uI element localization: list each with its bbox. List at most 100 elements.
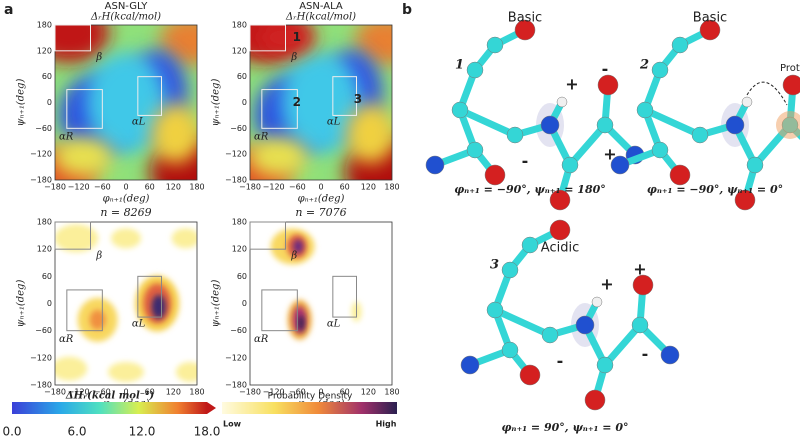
angle-label: φₙ₊₁ = −90°, ψₙ₊₁ = 0° xyxy=(647,183,783,196)
colorbar xyxy=(12,402,207,414)
y-tick-label: 180 xyxy=(37,21,52,30)
y-tick-label: −120 xyxy=(225,353,247,362)
x-tick-label: 180 xyxy=(384,183,399,192)
atom xyxy=(514,19,536,41)
density-blob xyxy=(298,315,305,332)
region-label: β xyxy=(95,250,102,261)
plot-frame xyxy=(54,24,198,181)
x-axis-label: φₙ₊₁(deg) xyxy=(103,194,150,205)
colorbar-arrow xyxy=(207,402,216,414)
colorbar-high: High xyxy=(376,420,397,429)
atom xyxy=(556,96,568,108)
molecule xyxy=(425,19,645,211)
x-tick-label: −60 xyxy=(289,183,306,192)
atom xyxy=(746,156,764,174)
y-tick-label: −60 xyxy=(35,124,52,133)
atom xyxy=(484,164,506,186)
y-tick-label: −180 xyxy=(225,176,247,185)
protection-arrow xyxy=(746,81,788,106)
y-tick-label: −120 xyxy=(30,150,52,159)
x-tick-label: 0 xyxy=(318,388,323,397)
panel-label: a xyxy=(4,2,13,18)
charge: - xyxy=(642,345,649,364)
region-label: αR xyxy=(254,131,269,142)
y-tick-label: 180 xyxy=(37,218,52,227)
atom xyxy=(669,164,691,186)
heatmap-blob xyxy=(150,103,197,164)
atom xyxy=(584,389,606,411)
x-tick-label: 60 xyxy=(145,183,155,192)
plot-fill xyxy=(250,222,392,385)
bond xyxy=(641,106,704,139)
condition-label: Acidic xyxy=(541,241,579,256)
y-tick-label: −60 xyxy=(230,326,247,335)
x-tick-label: −60 xyxy=(94,388,111,397)
atom xyxy=(699,19,721,41)
atom xyxy=(541,326,559,344)
atom xyxy=(540,115,560,135)
region-box xyxy=(66,89,103,129)
atom xyxy=(610,155,630,175)
panel-label: b xyxy=(402,2,412,18)
region-label: αR xyxy=(59,131,74,142)
structure-number: 1 xyxy=(455,58,464,73)
x-tick-label: −180 xyxy=(44,183,66,192)
heatmap-blob xyxy=(250,136,309,177)
charge: + xyxy=(600,275,613,294)
atom xyxy=(521,236,539,254)
atom xyxy=(486,301,504,319)
atom xyxy=(631,316,649,334)
y-tick-label: 120 xyxy=(37,46,52,55)
atom xyxy=(691,126,709,144)
y-tick-label: 60 xyxy=(237,72,247,81)
protection-label: Protection xyxy=(780,63,800,74)
atom xyxy=(596,116,614,134)
atom xyxy=(741,96,753,108)
atom xyxy=(591,296,603,308)
structure-number: 3 xyxy=(490,258,499,273)
region-box xyxy=(332,76,358,116)
charge: - xyxy=(602,60,609,79)
y-axis-label: ψₙ₊₁(deg) xyxy=(211,280,222,328)
x-tick-label: −180 xyxy=(239,388,261,397)
region-label: β xyxy=(290,250,297,261)
density-blob xyxy=(175,361,197,382)
atom xyxy=(651,61,669,79)
x-tick-label: 120 xyxy=(166,388,181,397)
plot-subtitle: ΔᵣH(kcal/mol) xyxy=(285,12,356,23)
structure-number: 2 xyxy=(639,58,649,73)
region-label: β xyxy=(95,52,102,63)
colorbar-tick-label: 18.0 xyxy=(194,425,221,439)
x-tick-label: 180 xyxy=(189,388,204,397)
y-tick-label: −120 xyxy=(30,353,52,362)
atom xyxy=(575,315,595,335)
region-box xyxy=(66,289,103,332)
y-tick-label: 180 xyxy=(232,218,247,227)
region-label: β xyxy=(290,52,297,63)
position-marker: 2 xyxy=(293,95,301,109)
plot: βαRαL−180−180−120−120−60−600060601201201… xyxy=(16,21,205,205)
region-box xyxy=(249,24,286,52)
y-tick-label: 60 xyxy=(237,272,247,281)
y-tick-label: −60 xyxy=(230,124,247,133)
y-axis-label: ψₙ₊₁(deg) xyxy=(16,79,27,127)
y-tick-label: 0 xyxy=(242,299,247,308)
plot: βαRαL−180−180−120−120−60−600060601201201… xyxy=(211,21,400,205)
atom xyxy=(782,74,800,96)
y-tick-label: 120 xyxy=(232,46,247,55)
x-tick-label: 180 xyxy=(384,388,399,397)
x-tick-label: 60 xyxy=(340,388,350,397)
protection-glow xyxy=(776,111,800,139)
plot: βαRαL−180−180−120−120−60−600060601201201… xyxy=(211,218,400,410)
y-tick-label: 60 xyxy=(42,72,52,81)
x-tick-label: −180 xyxy=(44,388,66,397)
atom xyxy=(636,101,654,119)
region-box xyxy=(137,76,162,116)
x-tick-label: 0 xyxy=(318,183,323,192)
density-blob xyxy=(171,228,197,249)
colorbar-label: ΔHᵣ(kcal mol⁻¹) xyxy=(65,391,155,402)
atom xyxy=(561,156,579,174)
x-tick-label: 120 xyxy=(166,183,181,192)
colorbar-tick-label: 6.0 xyxy=(67,425,86,439)
